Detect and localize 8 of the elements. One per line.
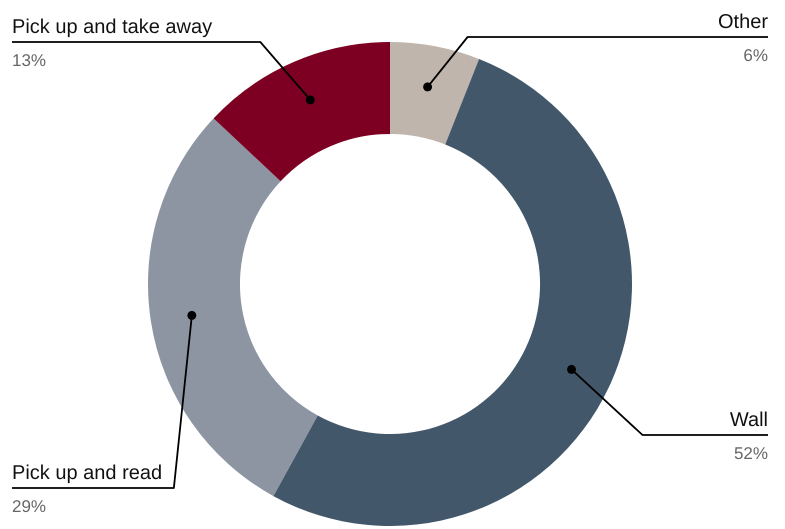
data-label: 13% [12, 51, 46, 70]
data-label: 52% [734, 444, 768, 463]
slice-label: Pick up and take away [12, 16, 212, 38]
slice-label: Other [718, 11, 768, 33]
slice-label: Pick up and read [12, 462, 162, 484]
data-label: 6% [743, 46, 768, 65]
slice-label: Wall [730, 409, 768, 431]
data-label: 29% [12, 497, 46, 516]
